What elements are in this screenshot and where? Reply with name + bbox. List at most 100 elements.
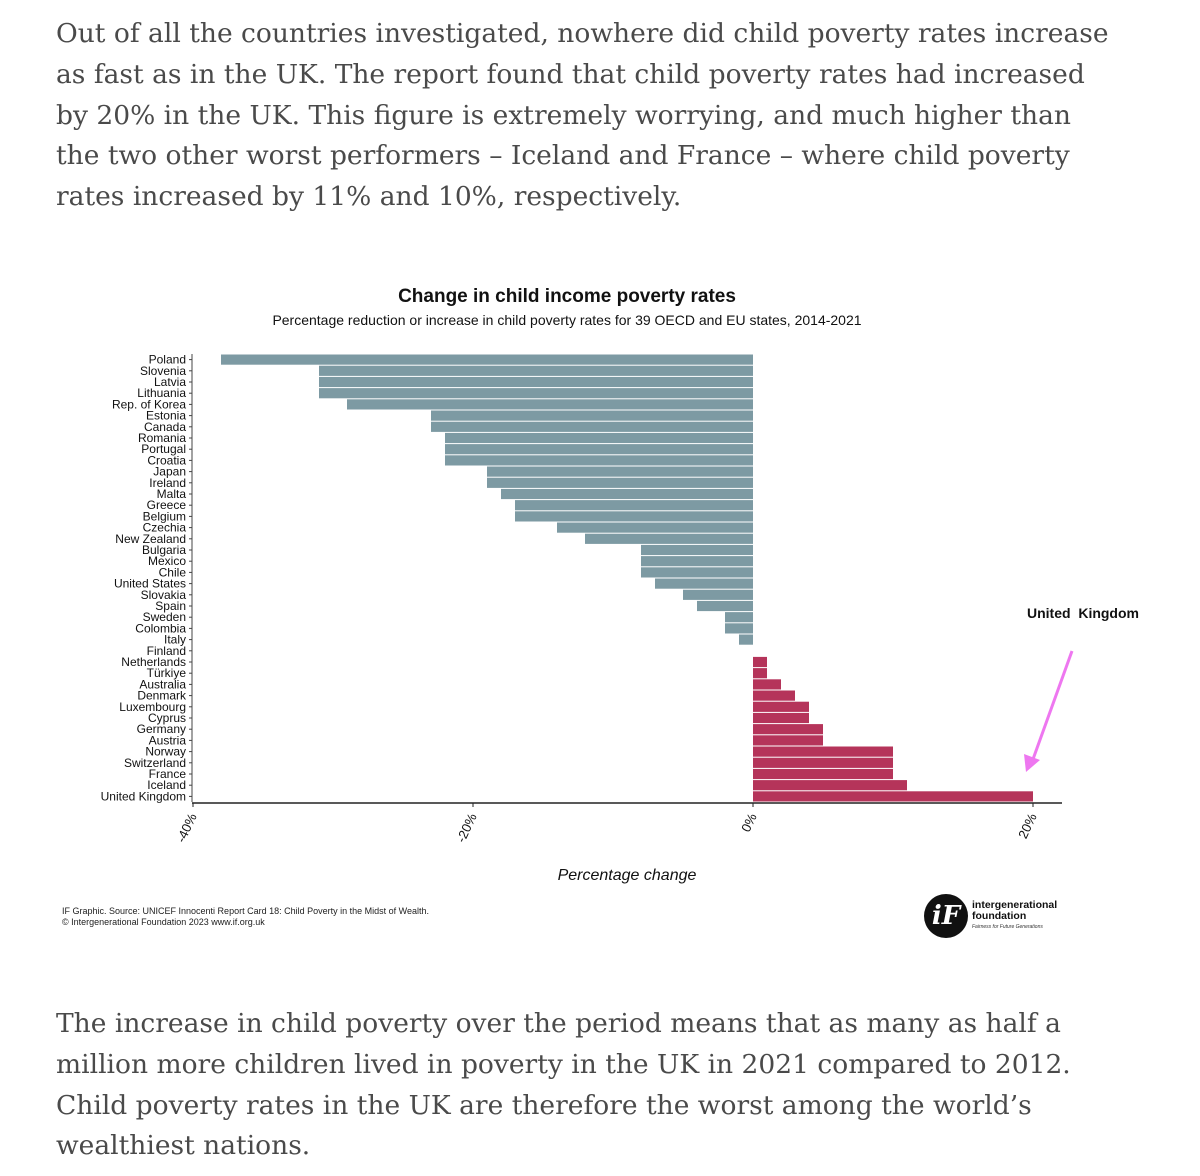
- bar-france: [753, 768, 893, 780]
- category-label: Portugal: [141, 442, 186, 456]
- bar-estonia: [431, 410, 753, 421]
- bar-poland: [221, 354, 753, 365]
- logo-name-line2: foundation: [972, 910, 1027, 922]
- category-label: Czechia: [143, 521, 187, 535]
- copyright-line: © Intergenerational Foundation 2023 www.…: [62, 917, 265, 927]
- bar-rep-of-korea: [347, 399, 753, 410]
- category-label: Colombia: [135, 621, 186, 635]
- conclusion-paragraph: The increase in child poverty over the p…: [56, 1008, 1071, 1162]
- category-label: Romania: [138, 431, 186, 445]
- if-logo: iF intergenerational foundation Fairness…: [924, 892, 1084, 942]
- category-label: Finland: [147, 644, 186, 658]
- category-label: Poland: [149, 353, 186, 367]
- bar-greece: [515, 500, 753, 511]
- category-label: Malta: [157, 487, 187, 501]
- category-label: Rep. of Korea: [112, 397, 186, 411]
- category-label: Switzerland: [124, 756, 186, 770]
- bar-italy: [739, 634, 753, 645]
- axes-layer: [189, 354, 1062, 807]
- category-label: Japan: [153, 465, 186, 479]
- logo-tagline: Fairness for Future Generations: [972, 924, 1043, 930]
- logo-name: intergenerational foundation: [972, 900, 1057, 922]
- bar-austria: [753, 735, 823, 746]
- bar-latvia: [319, 376, 753, 388]
- bar-belgium: [515, 511, 753, 522]
- bar-netherlands: [753, 656, 767, 668]
- bar-germany: [753, 724, 823, 735]
- bar-canada: [431, 421, 753, 432]
- category-label: Croatia: [147, 453, 186, 467]
- bar-new-zealand: [585, 533, 753, 544]
- logo-mark: iF: [924, 894, 968, 938]
- category-label: Slovenia: [140, 364, 186, 378]
- bar-iceland: [753, 780, 907, 791]
- bar-switzerland: [753, 757, 893, 768]
- bars-layer: [221, 354, 1033, 802]
- category-label: Canada: [144, 420, 186, 434]
- x-tick-label: 20%: [1015, 811, 1040, 841]
- bar-slovenia: [319, 365, 753, 376]
- bar-norway: [753, 746, 893, 757]
- x-tick-label: -40%: [173, 811, 200, 845]
- x-tick-label: -20%: [453, 811, 480, 845]
- bar-ireland: [487, 477, 753, 488]
- category-label: Luxembourg: [119, 700, 186, 714]
- annotation-arrow: [1024, 650, 1074, 772]
- x-tick-labels: -40% -20% 0% 20%: [173, 811, 1040, 845]
- category-label: Lithuania: [137, 386, 186, 400]
- bar-japan: [487, 466, 753, 477]
- category-label: Cyprus: [148, 711, 186, 725]
- bar-australia: [753, 679, 781, 690]
- source-note: IF Graphic. Source: UNICEF Innocenti Rep…: [62, 906, 429, 928]
- category-label: Italy: [164, 633, 186, 647]
- bar-portugal: [445, 444, 753, 455]
- category-label: New Zealand: [115, 532, 186, 546]
- category-label: Greece: [147, 498, 187, 512]
- bar-mexico: [641, 556, 753, 567]
- bar-united-states: [655, 578, 753, 589]
- bar-malta: [501, 488, 753, 500]
- category-label: Iceland: [147, 778, 186, 792]
- x-axis-title: Percentage change: [558, 867, 697, 884]
- bar-colombia: [725, 623, 753, 634]
- poverty-rate-chart: Change in child income poverty rates Per…: [101, 286, 1139, 884]
- bar-lithuania: [319, 388, 753, 399]
- chart-subtitle: Percentage reduction or increase in chil…: [272, 312, 861, 328]
- bar-t-rkiye: [753, 668, 767, 679]
- category-label: Austria: [149, 733, 187, 747]
- category-label: Netherlands: [121, 655, 186, 669]
- intro-paragraph: Out of all the countries investigated, n…: [56, 18, 1109, 213]
- bar-sweden: [725, 612, 753, 623]
- bar-spain: [697, 600, 753, 612]
- category-label: Denmark: [137, 689, 187, 703]
- bar-bulgaria: [641, 544, 753, 556]
- category-label: United Kingdom: [101, 789, 186, 803]
- category-label: Slovakia: [141, 588, 187, 602]
- category-label: Chile: [159, 565, 187, 579]
- chart-title: Change in child income poverty rates: [398, 286, 736, 307]
- category-label: Spain: [155, 599, 186, 613]
- category-label: Belgium: [143, 509, 186, 523]
- bar-romania: [445, 432, 753, 444]
- bar-cyprus: [753, 712, 809, 724]
- bar-croatia: [445, 455, 753, 466]
- category-label: France: [149, 767, 187, 781]
- category-label: Estonia: [146, 409, 186, 423]
- x-tick-label: 0%: [738, 811, 760, 835]
- bar-united-kingdom: [753, 791, 1033, 802]
- category-label: Bulgaria: [142, 543, 186, 557]
- bar-slovakia: [683, 589, 753, 600]
- category-label: Türkiye: [147, 666, 187, 680]
- bar-chile: [641, 567, 753, 578]
- category-label: Norway: [145, 745, 186, 759]
- category-label: Sweden: [143, 610, 186, 624]
- logo-name-line1: intergenerational: [972, 899, 1058, 911]
- bar-luxembourg: [753, 701, 809, 712]
- source-line: IF Graphic. Source: UNICEF Innocenti Rep…: [62, 906, 429, 916]
- category-label: Mexico: [148, 554, 186, 568]
- category-label: Ireland: [149, 476, 186, 490]
- category-label: Latvia: [154, 375, 186, 389]
- category-label: Germany: [137, 722, 186, 736]
- bar-czechia: [557, 522, 753, 533]
